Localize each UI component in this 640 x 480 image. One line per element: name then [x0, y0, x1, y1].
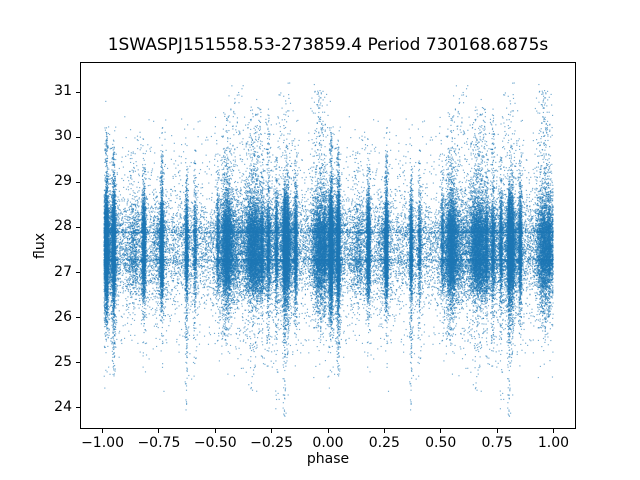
- x-tick-mark: [496, 429, 498, 433]
- x-tick-label: 0.50: [425, 435, 457, 451]
- y-tick-label: 30: [54, 128, 72, 145]
- x-tick-label: −1.00: [81, 435, 124, 451]
- x-tick-label: −0.25: [250, 435, 294, 451]
- y-tick-label: 24: [54, 398, 72, 415]
- x-tick-mark: [327, 429, 329, 433]
- x-axis-label: phase: [306, 451, 350, 467]
- y-tick-mark: [76, 317, 80, 319]
- x-tick-mark: [383, 429, 385, 433]
- y-tick-label: 28: [54, 218, 72, 235]
- scatter-points-canvas: [81, 63, 575, 428]
- y-tick-label: 25: [54, 353, 72, 370]
- x-tick-mark: [552, 429, 554, 433]
- x-tick-mark: [158, 429, 160, 433]
- y-tick-mark: [76, 272, 80, 274]
- y-tick-label: 26: [54, 308, 72, 325]
- x-tick-mark: [214, 429, 216, 433]
- y-tick-label: 29: [54, 173, 72, 190]
- x-tick-label: −0.50: [193, 435, 237, 451]
- x-tick-label: −0.75: [137, 435, 181, 451]
- x-tick-label: 0.75: [481, 435, 513, 451]
- x-tick-mark: [271, 429, 273, 433]
- x-tick-mark: [440, 429, 442, 433]
- y-tick-label: 31: [54, 83, 72, 100]
- y-tick-mark: [76, 181, 80, 183]
- y-tick-mark: [76, 407, 80, 409]
- x-tick-mark: [102, 429, 104, 433]
- y-tick-mark: [76, 136, 80, 138]
- chart-title: 1SWASPJ151558.53-273859.4 Period 730168.…: [107, 35, 549, 55]
- x-tick-label: 0.25: [368, 435, 400, 451]
- y-tick-mark: [76, 362, 80, 364]
- y-tick-label: 27: [54, 263, 72, 280]
- x-tick-label: 1.00: [537, 435, 570, 451]
- y-tick-mark: [76, 91, 80, 93]
- x-tick-label: 0.00: [312, 435, 344, 451]
- axes-area: [80, 62, 576, 429]
- y-axis-label: flux: [32, 233, 48, 259]
- y-tick-mark: [76, 226, 80, 228]
